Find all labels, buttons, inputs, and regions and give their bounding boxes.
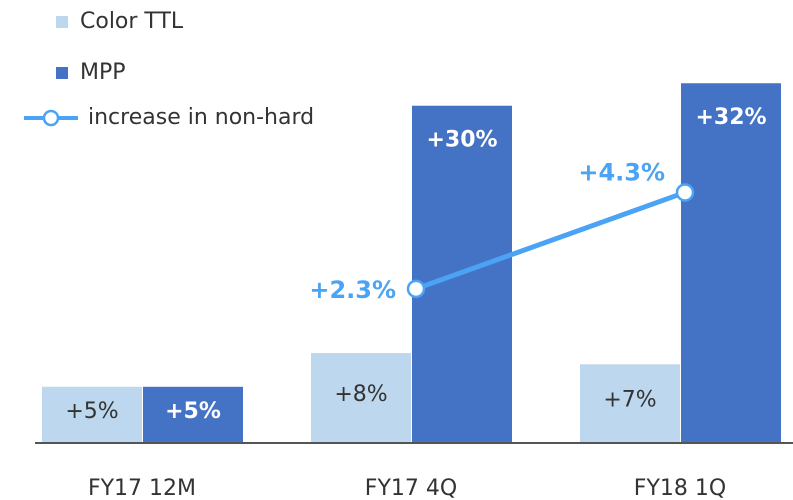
legend-swatch bbox=[56, 16, 68, 28]
bar bbox=[311, 353, 411, 443]
line-value-label: +2.3% bbox=[309, 276, 396, 304]
bar-value-label: +5% bbox=[65, 399, 118, 424]
bar bbox=[42, 386, 142, 443]
legend-label: increase in non-hard bbox=[88, 105, 314, 130]
legend-label: MPP bbox=[80, 60, 126, 85]
legend-swatch bbox=[56, 67, 68, 79]
bar bbox=[681, 83, 781, 443]
bar-value-label: +8% bbox=[334, 382, 387, 407]
line-marker bbox=[675, 183, 695, 202]
bar-value-label: +32% bbox=[695, 105, 766, 130]
bar bbox=[143, 386, 243, 443]
x-tick-label: FY17 12M bbox=[88, 476, 196, 500]
line-marker bbox=[406, 279, 426, 299]
bar bbox=[580, 364, 680, 443]
line-value-label: +4.3% bbox=[578, 158, 665, 186]
legend-marker bbox=[42, 109, 60, 127]
x-tick-label: FY17 4Q bbox=[365, 476, 457, 500]
legend-label: Color TTL bbox=[80, 9, 184, 34]
x-tick-label: FY18 1Q bbox=[634, 476, 726, 500]
bar-value-label: +5% bbox=[165, 399, 221, 424]
bar-value-label: +7% bbox=[603, 388, 656, 413]
line bbox=[415, 190, 686, 292]
bar-value-label: +30% bbox=[426, 128, 497, 153]
